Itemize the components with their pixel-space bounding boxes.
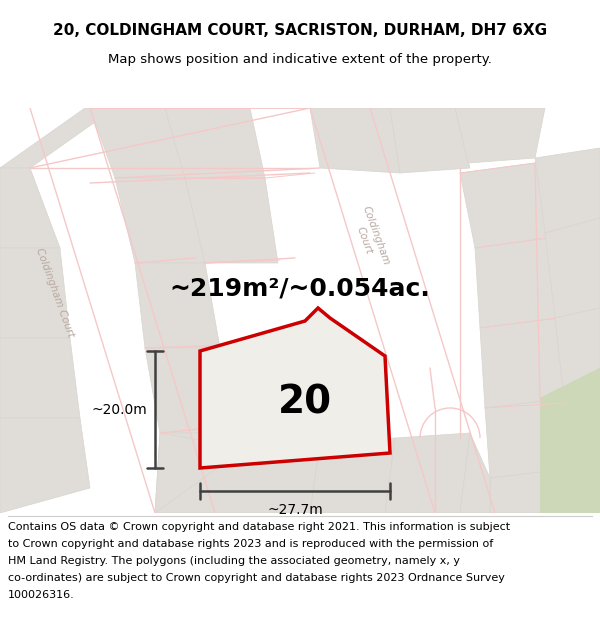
Text: ~20.0m: ~20.0m bbox=[91, 402, 147, 416]
Polygon shape bbox=[385, 433, 470, 513]
Text: ~27.7m: ~27.7m bbox=[267, 503, 323, 517]
Polygon shape bbox=[155, 433, 240, 513]
Text: Coldingham
Court: Coldingham Court bbox=[349, 205, 391, 271]
Polygon shape bbox=[0, 168, 60, 248]
Text: ~219m²/~0.054ac.: ~219m²/~0.054ac. bbox=[170, 277, 430, 301]
Polygon shape bbox=[310, 108, 400, 173]
Polygon shape bbox=[485, 398, 575, 478]
Polygon shape bbox=[115, 178, 205, 263]
Polygon shape bbox=[555, 308, 600, 408]
Text: Map shows position and indicative extent of the property.: Map shows position and indicative extent… bbox=[108, 53, 492, 66]
Polygon shape bbox=[480, 318, 568, 408]
Polygon shape bbox=[455, 108, 545, 163]
Polygon shape bbox=[145, 348, 235, 433]
Polygon shape bbox=[390, 108, 470, 173]
Polygon shape bbox=[135, 263, 220, 348]
Polygon shape bbox=[460, 433, 490, 513]
Polygon shape bbox=[185, 178, 278, 263]
Polygon shape bbox=[155, 443, 320, 513]
Polygon shape bbox=[0, 248, 70, 338]
Polygon shape bbox=[0, 418, 90, 513]
Polygon shape bbox=[490, 468, 580, 513]
Polygon shape bbox=[540, 368, 600, 413]
Polygon shape bbox=[165, 108, 265, 178]
Text: 100026316.: 100026316. bbox=[8, 590, 75, 600]
Text: to Crown copyright and database rights 2023 and is reproduced with the permissio: to Crown copyright and database rights 2… bbox=[8, 539, 493, 549]
Polygon shape bbox=[200, 308, 390, 468]
Text: Contains OS data © Crown copyright and database right 2021. This information is : Contains OS data © Crown copyright and d… bbox=[8, 522, 510, 532]
Polygon shape bbox=[460, 163, 550, 248]
Polygon shape bbox=[155, 433, 245, 513]
Polygon shape bbox=[0, 338, 80, 418]
Text: 20: 20 bbox=[278, 384, 332, 422]
Polygon shape bbox=[475, 238, 560, 328]
Text: Coldingham Court: Coldingham Court bbox=[34, 247, 76, 339]
Polygon shape bbox=[540, 368, 600, 513]
Polygon shape bbox=[535, 148, 600, 233]
Polygon shape bbox=[545, 218, 600, 318]
Text: 20, COLDINGHAM COURT, SACRISTON, DURHAM, DH7 6XG: 20, COLDINGHAM COURT, SACRISTON, DURHAM,… bbox=[53, 23, 547, 38]
Polygon shape bbox=[90, 108, 185, 178]
Polygon shape bbox=[0, 108, 115, 168]
Text: HM Land Registry. The polygons (including the associated geometry, namely x, y: HM Land Registry. The polygons (includin… bbox=[8, 556, 460, 566]
Polygon shape bbox=[310, 438, 395, 513]
Text: co-ordinates) are subject to Crown copyright and database rights 2023 Ordnance S: co-ordinates) are subject to Crown copyr… bbox=[8, 573, 505, 583]
